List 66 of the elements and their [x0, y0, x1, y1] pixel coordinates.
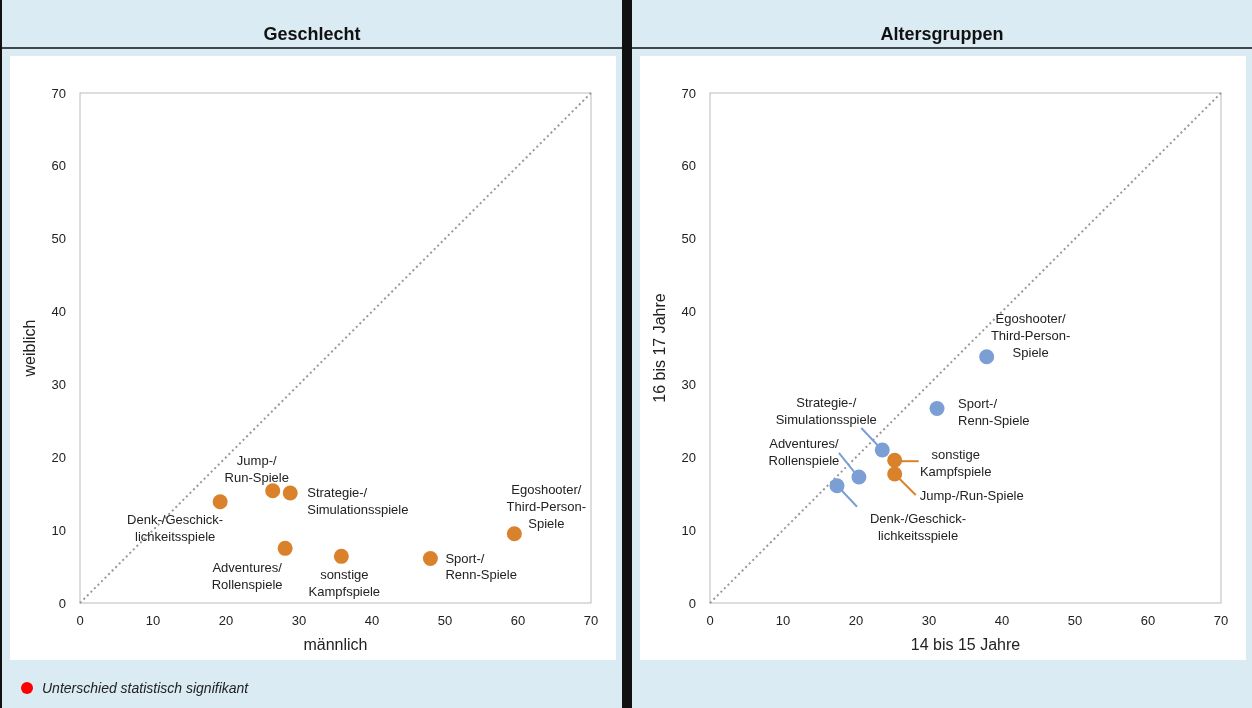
y-axis-title: 16 bis 17 Jahre	[651, 293, 668, 403]
point	[422, 551, 438, 567]
y-tick-label: 50	[51, 231, 66, 247]
point	[282, 485, 298, 501]
point	[874, 442, 890, 458]
x-tick-label: 60	[1140, 613, 1156, 628]
x-tick-label: 30	[921, 613, 937, 628]
x-tick-label: 60	[510, 613, 526, 628]
y-tick-label: 20	[51, 449, 66, 465]
annotation: Sport-/ Renn-Spiele	[445, 550, 517, 583]
point	[887, 452, 903, 468]
annotation: Egoshooter/ Third-Person- Spiele	[506, 481, 587, 531]
y-tick-label: 70	[681, 85, 696, 101]
point	[506, 526, 522, 542]
annotation: Egoshooter/ Third-Person- Spiele	[990, 310, 1071, 360]
point	[979, 349, 995, 365]
annotation: sonstige Kampfspiele	[308, 567, 381, 600]
point	[212, 494, 228, 510]
annotation: Strategie-/ Simulationsspiele	[307, 484, 409, 517]
annotation: Denk-/Geschick- lichkeitsspiele	[127, 511, 224, 544]
y-tick-label: 0	[688, 595, 696, 611]
annotation: Jump-/Run-Spiele	[919, 488, 1024, 504]
annotation: Jump-/ Run-Spiele	[224, 452, 289, 485]
annotation: sonstige Kampfspiele	[919, 447, 992, 480]
x-tick-label: 40	[364, 613, 380, 628]
x-axis-title: männlich	[303, 636, 368, 653]
annotation: Adventures/ Rollenspiele	[768, 435, 840, 468]
x-tick-label: 20	[218, 613, 234, 628]
y-tick-label: 40	[681, 304, 696, 320]
y-tick-label: 60	[681, 158, 696, 174]
y-tick-label: 0	[58, 595, 66, 611]
x-tick-label: 20	[848, 613, 864, 628]
point	[277, 540, 293, 556]
annotation: Adventures/ Rollenspiele	[211, 560, 283, 593]
y-tick-label: 20	[681, 449, 696, 465]
point	[829, 478, 845, 494]
y-tick-label: 40	[51, 304, 66, 320]
y-tick-label: 30	[51, 376, 66, 392]
annotation: Denk-/Geschick- lichkeitsspiele	[869, 510, 967, 543]
chart-title: Geschlecht	[263, 24, 361, 44]
x-tick-label: 0	[76, 613, 84, 628]
annotation: Sport-/ Renn-Spiele	[958, 396, 1030, 429]
x-tick-label: 70	[1213, 613, 1229, 628]
x-tick-label: 10	[775, 613, 791, 628]
y-tick-label: 50	[681, 231, 696, 247]
y-tick-label: 10	[681, 522, 696, 538]
annotation: Strategie-/ Simulationsspiele	[775, 395, 877, 427]
point	[851, 469, 867, 485]
x-tick-label: 10	[145, 613, 161, 628]
y-tick-label: 60	[51, 158, 66, 174]
chart-title: Altersgruppen	[880, 24, 1004, 44]
text: Unterschied statistisch signifikant	[42, 680, 250, 696]
y-tick-label: 30	[681, 376, 696, 392]
x-tick-label: 40	[994, 613, 1010, 628]
point	[887, 466, 903, 482]
y-tick-label: 10	[51, 522, 66, 538]
x-tick-label: 0	[706, 613, 714, 628]
point	[333, 548, 349, 564]
x-tick-label: 50	[1067, 613, 1083, 628]
x-tick-label: 50	[437, 613, 453, 628]
y-tick-label: 70	[51, 85, 66, 101]
point	[929, 400, 945, 416]
x-tick-label: 70	[583, 613, 599, 628]
y-axis-title: weiblich	[21, 319, 38, 378]
x-tick-label: 30	[291, 613, 307, 628]
x-axis-title: 14 bis 15 Jahre	[910, 636, 1021, 653]
